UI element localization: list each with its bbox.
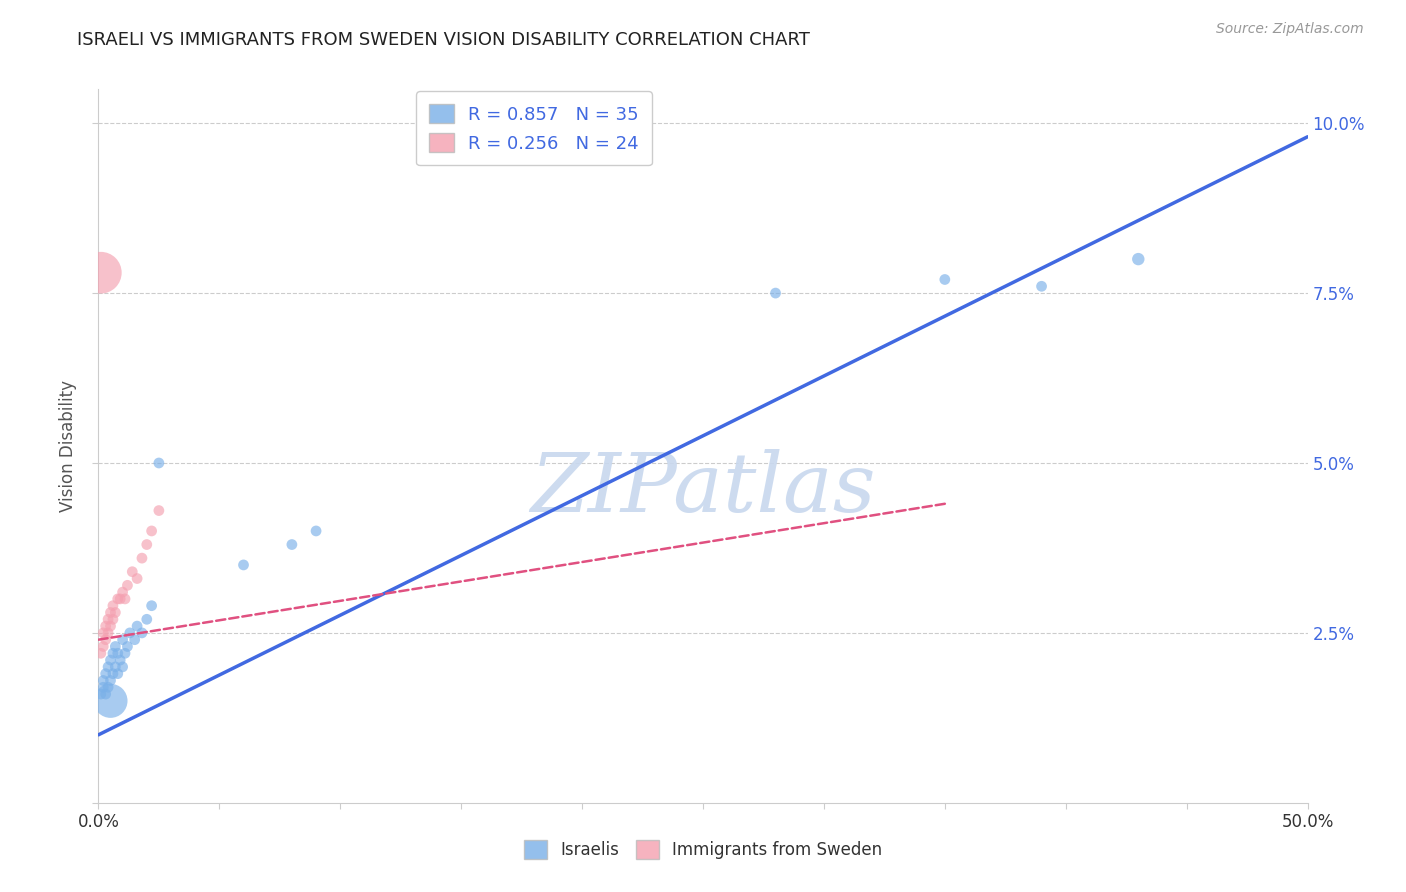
Point (91, 680, 114, 694)
Y-axis label: Vision Disability: Vision Disability (59, 380, 77, 512)
Point (100, 653, 122, 667)
Point (148, 456, 170, 470)
Point (101, 599, 124, 613)
Point (94, 632, 117, 647)
Point (94, 687, 117, 701)
Point (91, 640, 114, 654)
Point (127, 619, 149, 633)
Point (232, 558, 254, 572)
Point (108, 591, 131, 606)
Point (117, 578, 139, 592)
Point (100, 619, 122, 633)
Point (104, 660, 127, 674)
Point (124, 632, 146, 647)
Point (117, 640, 139, 654)
Point (114, 646, 136, 660)
Point (131, 626, 153, 640)
Point (111, 632, 134, 647)
Point (118, 626, 141, 640)
Point (101, 666, 124, 681)
Point (131, 551, 153, 566)
Point (121, 565, 143, 579)
Text: ZIPatlas: ZIPatlas (530, 449, 876, 529)
Point (141, 599, 163, 613)
Point (111, 660, 134, 674)
Point (141, 524, 163, 538)
Point (111, 585, 134, 599)
Point (104, 640, 127, 654)
Point (90, 266, 112, 280)
Point (94, 619, 117, 633)
Point (97, 680, 120, 694)
Point (90, 646, 112, 660)
Point (100, 694, 122, 708)
Point (107, 666, 129, 681)
Point (114, 591, 136, 606)
Point (305, 524, 328, 538)
Point (100, 606, 122, 620)
Point (91, 626, 114, 640)
Point (127, 572, 149, 586)
Point (104, 606, 127, 620)
Point (97, 626, 120, 640)
Point (90, 687, 112, 701)
Point (1031, 279, 1053, 293)
Point (765, 286, 787, 301)
Point (94, 666, 117, 681)
Point (101, 612, 124, 626)
Point (148, 503, 170, 517)
Legend: Israelis, Immigrants from Sweden: Israelis, Immigrants from Sweden (517, 834, 889, 866)
Text: Source: ZipAtlas.com: Source: ZipAtlas.com (1216, 22, 1364, 37)
Point (934, 272, 956, 286)
Point (281, 537, 304, 551)
Point (135, 612, 157, 626)
Point (91, 673, 114, 688)
Point (97, 660, 120, 674)
Point (135, 537, 157, 551)
Point (1128, 252, 1150, 266)
Point (108, 653, 131, 667)
Point (107, 646, 129, 660)
Point (107, 591, 129, 606)
Point (101, 646, 124, 660)
Point (100, 673, 122, 688)
Point (97, 612, 120, 626)
Text: ISRAELI VS IMMIGRANTS FROM SWEDEN VISION DISABILITY CORRELATION CHART: ISRAELI VS IMMIGRANTS FROM SWEDEN VISION… (77, 31, 810, 49)
